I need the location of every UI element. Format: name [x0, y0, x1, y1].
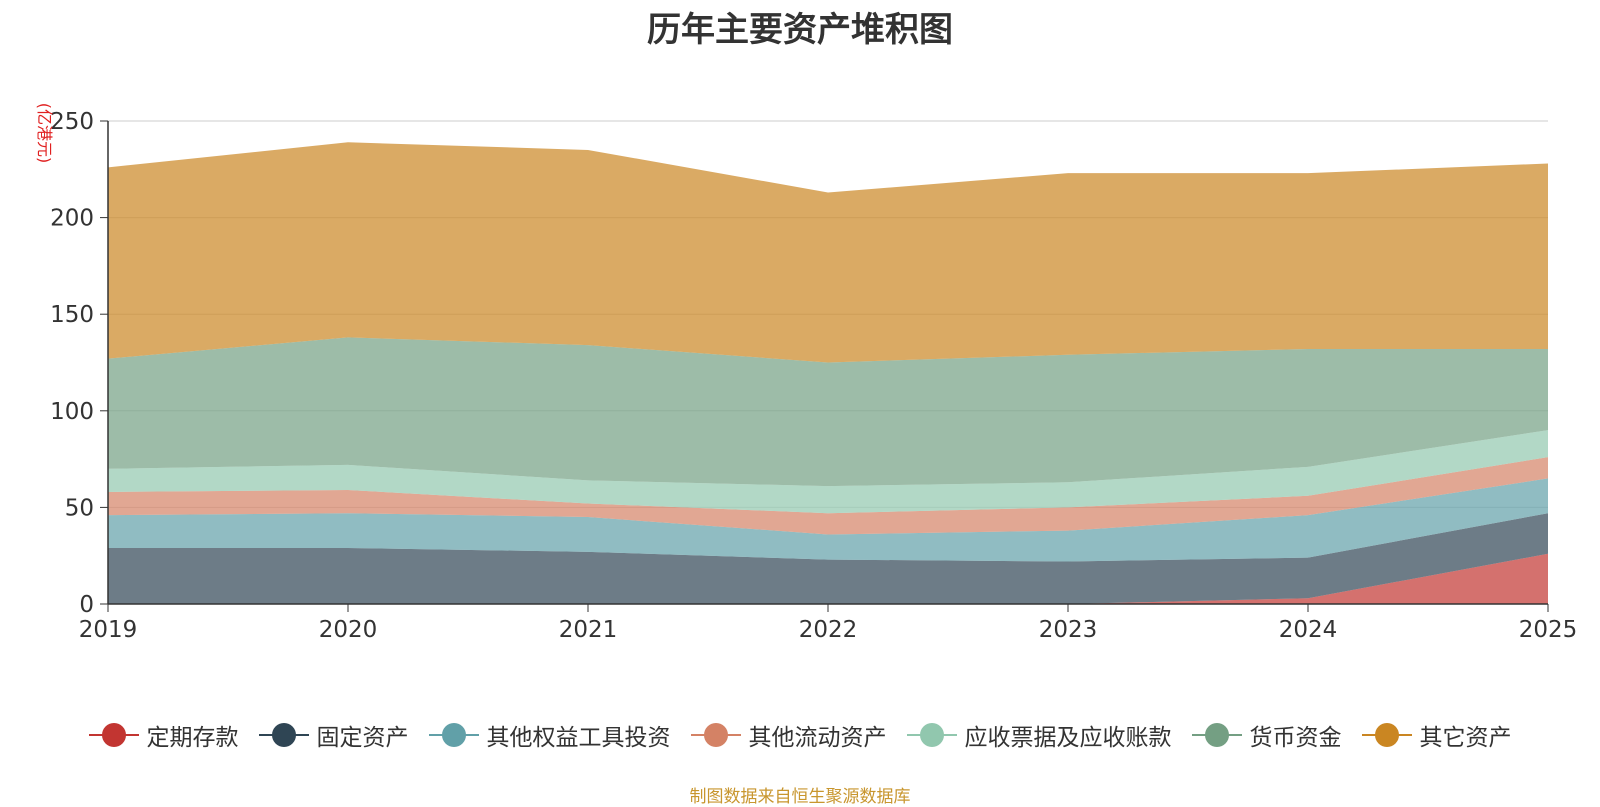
x-tick-label: 2021 [559, 617, 618, 643]
legend-marker-icon [1361, 723, 1412, 747]
legend-item[interactable]: 其它资产 [1361, 718, 1512, 752]
area-其他流动资产 [108, 457, 1548, 535]
legend-item[interactable]: 定期存款 [88, 718, 239, 752]
legend-marker-icon [690, 723, 741, 747]
legend-marker-icon [1191, 723, 1242, 747]
area-货币资金 [108, 337, 1548, 487]
legend-item[interactable]: 货币资金 [1191, 718, 1342, 752]
legend-item[interactable]: 应收票据及应收账款 [906, 718, 1172, 752]
y-tick-label: 150 [50, 302, 94, 328]
legend-item[interactable]: 其他流动资产 [690, 718, 887, 752]
x-tick-label: 2025 [1519, 617, 1578, 643]
legend-marker-icon [428, 723, 479, 747]
x-tick-label: 2019 [79, 617, 138, 643]
legend-item[interactable]: 其他权益工具投资 [428, 718, 671, 752]
x-tick-label: 2020 [319, 617, 378, 643]
area-其他权益工具投资 [108, 478, 1548, 562]
legend-marker-icon [906, 723, 957, 747]
legend-label: 应收票据及应收账款 [964, 725, 1172, 751]
x-tick-label: 2023 [1039, 617, 1098, 643]
legend: 定期存款 固定资产 其他权益工具投资 其他流动资产 应收票据及应收账款 货币资金 其它资产 [0, 718, 1600, 752]
legend-label: 定期存款 [146, 725, 239, 751]
legend-label: 固定资产 [316, 725, 409, 751]
legend-item[interactable]: 固定资产 [258, 718, 409, 752]
chart-title: 历年主要资产堆积图 [647, 10, 953, 50]
source-note: 制图数据来自恒生聚源数据库 [689, 787, 911, 807]
legend-marker-icon [258, 723, 309, 747]
y-tick-label: 50 [65, 495, 94, 521]
y-tick-label: 200 [50, 206, 94, 232]
legend-label: 其他流动资产 [748, 725, 887, 751]
legend-label: 货币资金 [1249, 725, 1342, 751]
x-tick-labels: 2019 2020 2021 2022 2023 2024 2025 [79, 604, 1578, 643]
area-固定资产 [108, 513, 1548, 604]
y-tick-label: 250 [50, 109, 94, 135]
area-应收票据及应收账款 [108, 430, 1548, 514]
y-tick-label: 0 [79, 592, 94, 618]
x-tick-label: 2022 [799, 617, 858, 643]
y-tick-label: 100 [50, 399, 94, 425]
legend-label: 其它资产 [1419, 725, 1512, 751]
legend-marker-icon [88, 723, 139, 747]
area-其它资产 [108, 142, 1548, 363]
y-tick-labels: 0 50 100 150 200 250 [50, 109, 94, 618]
x-tick-label: 2024 [1279, 617, 1338, 643]
legend-label: 其他权益工具投资 [486, 725, 671, 751]
area-定期存款 [108, 553, 1548, 604]
area-series [108, 142, 1548, 604]
y-axis-unit-label: (亿港元) [35, 102, 54, 164]
